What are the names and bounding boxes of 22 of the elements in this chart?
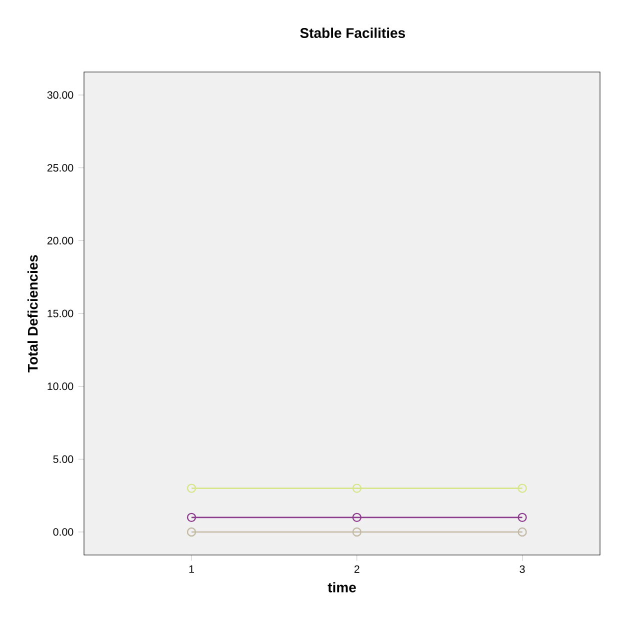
point bbox=[186, 512, 196, 522]
point bbox=[352, 527, 362, 537]
point bbox=[518, 512, 527, 522]
y-axis-title: Total Deficiencies bbox=[27, 255, 38, 372]
chart-title: Stable Facilities bbox=[300, 28, 406, 38]
point bbox=[186, 484, 196, 493]
x-tick-label: 1 bbox=[189, 565, 194, 573]
point bbox=[518, 484, 527, 493]
x-axis-title: time bbox=[328, 582, 356, 592]
point bbox=[352, 512, 362, 522]
point bbox=[352, 484, 362, 493]
y-tick-label: 10.00 bbox=[48, 382, 74, 390]
point bbox=[186, 527, 196, 537]
y-tick-label: 25.00 bbox=[47, 164, 74, 172]
y-tick-label: 5.00 bbox=[53, 455, 74, 463]
point bbox=[518, 527, 527, 537]
x-tick-label: 3 bbox=[520, 565, 525, 573]
y-tick-label: 0.00 bbox=[53, 528, 74, 536]
y-tick-label: 15.00 bbox=[48, 310, 74, 318]
y-tick-label: 30.00 bbox=[47, 91, 74, 99]
y-tick-label: 20.00 bbox=[47, 236, 74, 244]
x-tick-label: 2 bbox=[354, 565, 360, 573]
